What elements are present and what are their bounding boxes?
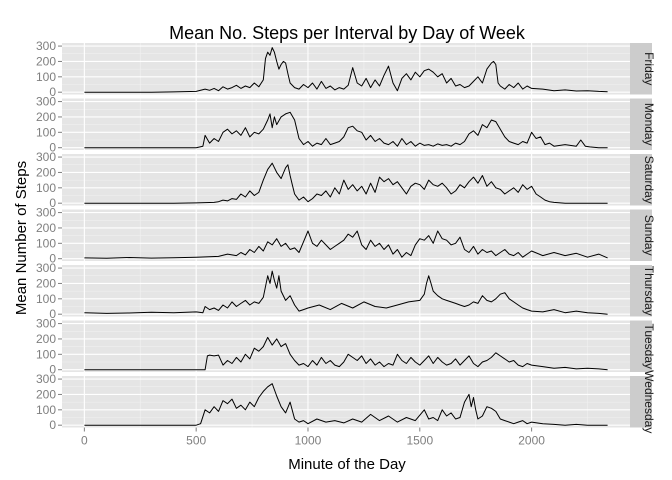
y-tick-label: 200 <box>36 221 56 235</box>
facet-strip <box>630 43 652 95</box>
y-tick-label: 200 <box>36 387 56 401</box>
panel-background <box>62 209 630 261</box>
panel-background <box>62 43 630 95</box>
y-tick-label: 300 <box>36 206 56 220</box>
y-tick-label: 100 <box>36 181 56 195</box>
y-tick-label: 200 <box>36 54 56 68</box>
y-tick-label: 200 <box>36 165 56 179</box>
panel-background <box>62 376 630 428</box>
panel-background <box>62 320 630 372</box>
x-tick-label: 500 <box>186 434 206 448</box>
series-line <box>84 111 608 149</box>
facet-strip <box>630 265 652 317</box>
x-axis: 0 500 1000 1500 2000 <box>81 427 545 448</box>
y-tick-label: 200 <box>36 332 56 346</box>
facet-strip-label: Wednesday <box>642 370 656 433</box>
facet-strip-label: Saturday <box>642 156 656 204</box>
facet-panels: 0100200300Friday0100200300Monday01002003… <box>36 39 656 433</box>
facet-strip <box>630 376 652 428</box>
y-tick-label: 100 <box>36 125 56 139</box>
facet-strip <box>630 209 652 261</box>
y-tick-label: 0 <box>49 196 56 210</box>
panel-background <box>62 98 630 150</box>
y-tick-label: 0 <box>49 141 56 155</box>
y-tick-label: 100 <box>36 347 56 361</box>
y-tick-label: 300 <box>36 150 56 164</box>
y-tick-label: 300 <box>36 317 56 331</box>
chart-title: Mean No. Steps per Interval by Day of We… <box>169 23 526 43</box>
facet-strip-label: Thursday <box>642 266 656 316</box>
facet-strip-label: Monday <box>642 103 656 146</box>
panel-background <box>62 265 630 317</box>
y-tick-label: 300 <box>36 261 56 275</box>
y-tick-label: 0 <box>49 85 56 99</box>
y-tick-label: 0 <box>49 252 56 266</box>
y-tick-label: 100 <box>36 292 56 306</box>
y-tick-label: 200 <box>36 110 56 124</box>
y-tick-label: 100 <box>36 236 56 250</box>
facet-strip-label: Tuesday <box>642 323 656 369</box>
facet-strip-label: Sunday <box>642 215 656 256</box>
facet-strip-label: Friday <box>642 52 656 85</box>
series-line <box>84 47 608 93</box>
y-tick-label: 300 <box>36 95 56 109</box>
series-line <box>84 336 608 371</box>
y-tick-label: 0 <box>49 418 56 432</box>
y-tick-label: 200 <box>36 276 56 290</box>
y-tick-label: 300 <box>36 372 56 386</box>
series-line <box>84 162 608 204</box>
x-tick-label: 0 <box>81 434 88 448</box>
y-tick-label: 100 <box>36 403 56 417</box>
series-line <box>84 270 608 315</box>
facet-strip <box>630 320 652 372</box>
facet-strip <box>630 154 652 206</box>
y-tick-label: 0 <box>49 307 56 321</box>
x-tick-label: 2000 <box>518 434 545 448</box>
series-line <box>84 383 608 426</box>
y-tick-label: 300 <box>36 39 56 53</box>
x-tick-label: 1000 <box>295 434 322 448</box>
y-tick-label: 0 <box>49 363 56 377</box>
facet-strip <box>630 98 652 150</box>
panel-background <box>62 154 630 206</box>
y-tick-label: 100 <box>36 70 56 84</box>
x-axis-title: Minute of the Day <box>288 456 406 473</box>
y-axis-title: Mean Number of Steps <box>13 161 30 315</box>
series-line <box>84 230 608 259</box>
x-tick-label: 1500 <box>406 434 433 448</box>
